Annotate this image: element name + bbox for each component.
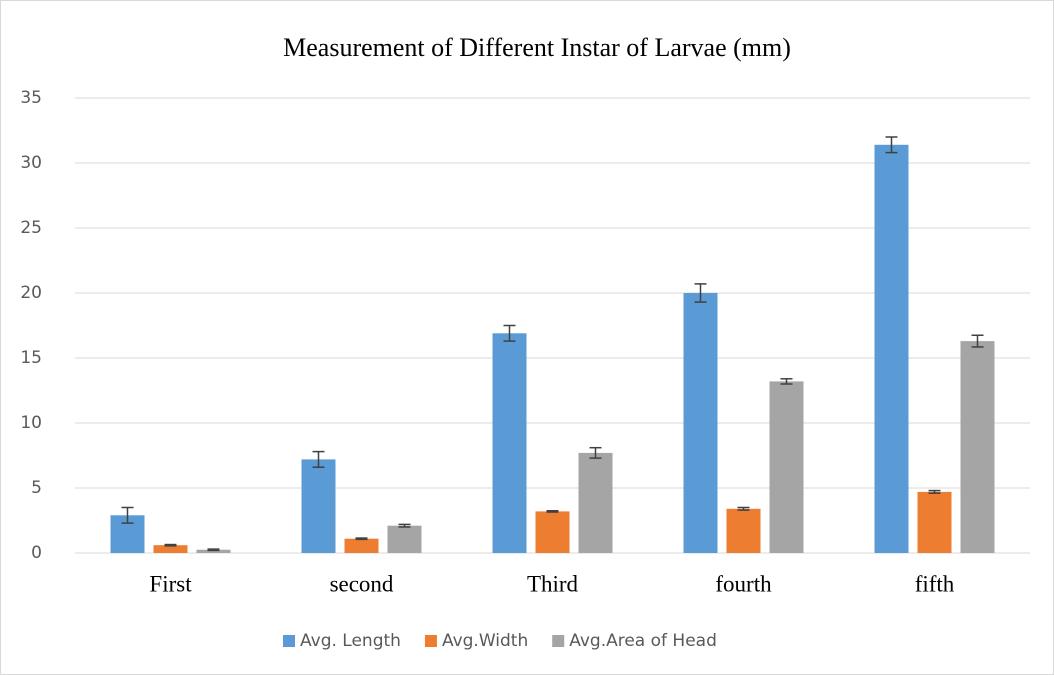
chart-title: Measurement of Different Instar of Larva… [283,33,791,62]
bar [917,491,952,553]
error-bar [780,378,793,385]
y-tick-label: 5 [31,478,42,498]
error-bar [928,489,941,494]
bar [301,459,336,553]
error-bar [737,506,750,511]
y-tick-label: 35 [20,88,42,108]
y-tick-label: 25 [20,218,42,238]
legend-label: Avg.Area of Head [569,631,717,651]
error-bar [694,283,707,303]
error-bar [398,523,411,528]
error-bar [312,450,325,468]
x-tick-label: First [149,571,192,596]
y-tick-label: 15 [20,348,42,368]
y-tick-label: 10 [20,413,42,433]
error-bar [971,334,984,348]
bar [578,452,613,553]
error-bar [589,446,602,459]
bar [492,333,527,553]
bar [153,545,188,553]
y-tick-label: 30 [20,153,42,173]
bar [387,525,422,553]
bar [769,381,804,553]
legend-swatch [552,635,565,647]
y-tick-label: 0 [31,543,42,563]
bar [344,538,379,553]
bar [196,549,231,553]
x-tick-label: fifth [915,571,955,596]
error-bar [503,324,516,342]
error-bar [121,506,134,524]
legend-swatch [424,635,437,647]
x-tick-label: Third [527,571,579,596]
error-bar [546,510,559,513]
legend-swatch [283,635,295,647]
bar [726,508,761,553]
x-tick-label: fourth [715,571,772,596]
legend-label: Avg. Length [300,631,401,651]
bar [683,293,718,553]
error-bar [355,537,368,541]
bar [874,144,909,554]
error-bar [207,548,220,552]
y-tick-label: 20 [20,283,42,303]
error-bar [885,136,898,154]
legend-label: Avg.Width [442,631,528,651]
error-bar [164,543,177,547]
x-tick-label: second [330,571,394,596]
bar [535,511,570,553]
bar [960,341,995,553]
